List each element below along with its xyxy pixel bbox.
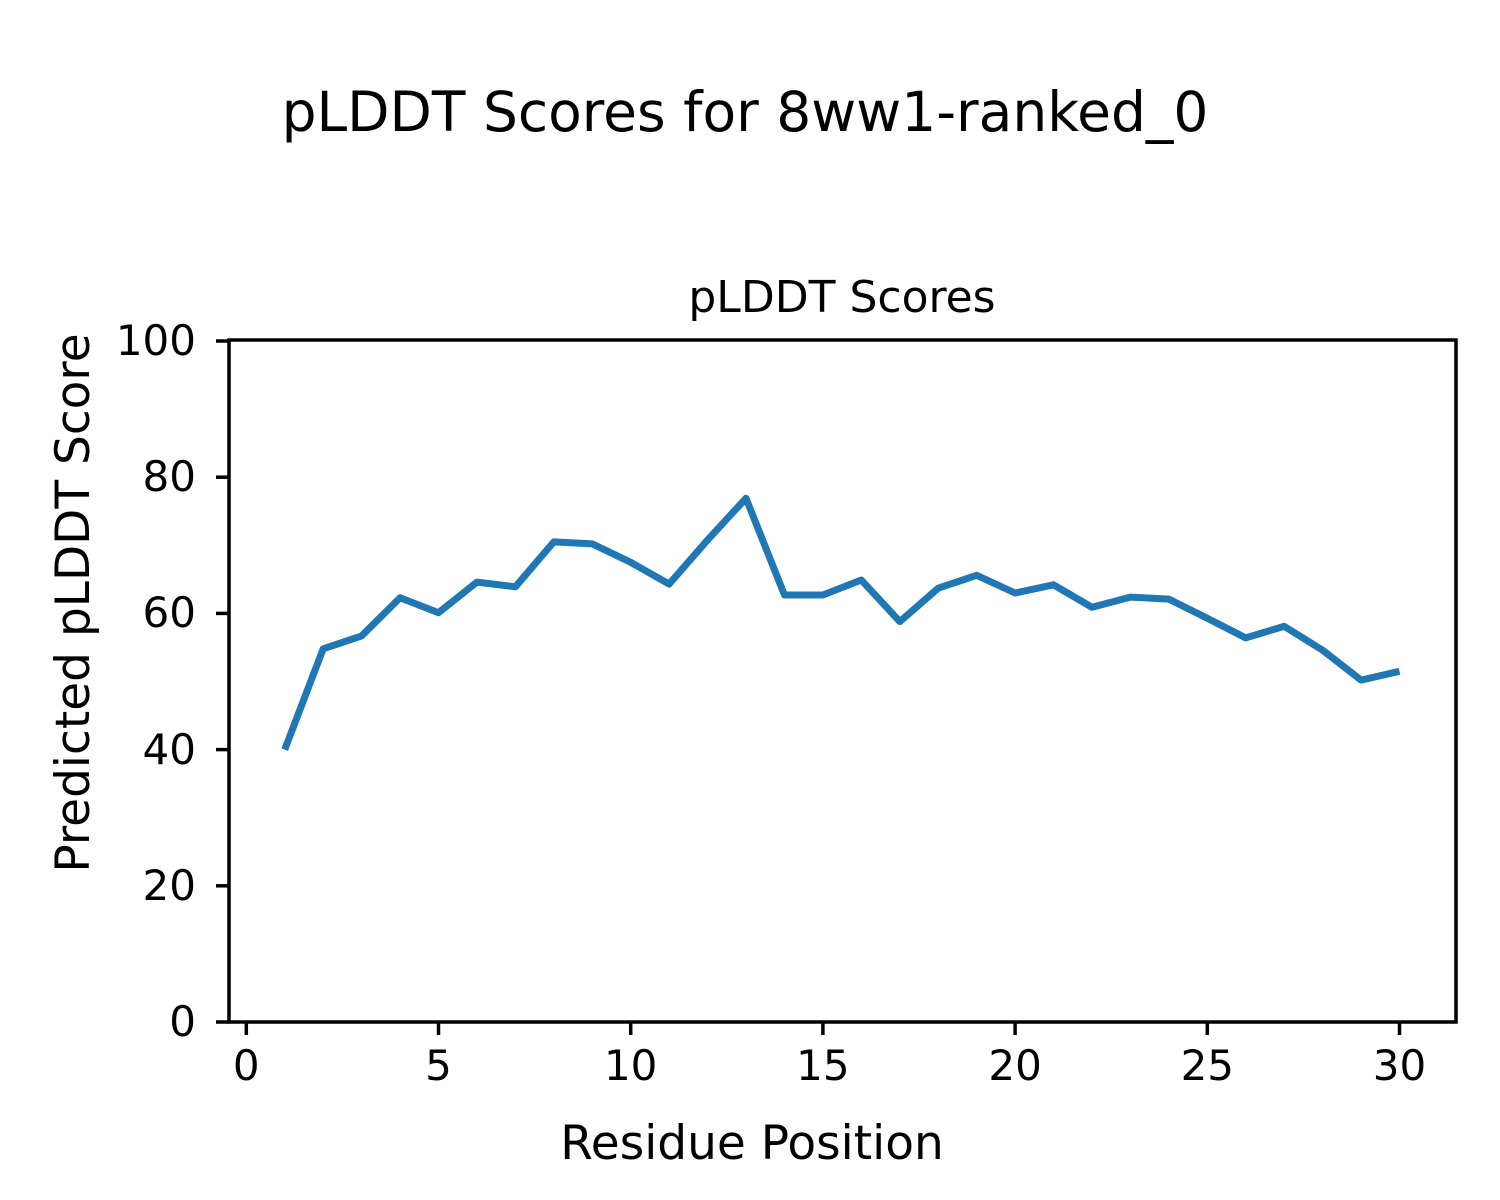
y-tick-label: 100 (115, 316, 196, 365)
axes-title: pLDDT Scores (688, 272, 996, 323)
y-tick-label: 60 (142, 588, 196, 638)
y-tick-label: 40 (142, 724, 196, 774)
x-tick-label: 20 (988, 1041, 1042, 1090)
x-tick-label: 10 (603, 1041, 658, 1090)
x-tick-label: 25 (1180, 1041, 1235, 1090)
figure-title: pLDDT Scores for 8ww1-ranked_0 (281, 80, 1209, 144)
x-tick-label: 5 (425, 1041, 452, 1090)
y-tick-label: 20 (142, 860, 196, 910)
x-tick-label: 30 (1372, 1041, 1427, 1090)
x-tick-label: 15 (796, 1041, 850, 1090)
y-tick-label: 0 (169, 997, 196, 1046)
x-tick-label: 0 (232, 1041, 260, 1090)
plddt-line (281, 494, 1401, 751)
x-axis-label: Residue Position (560, 1116, 944, 1171)
y-tick-label: 80 (142, 452, 196, 502)
axes-spines (227, 338, 1458, 1024)
